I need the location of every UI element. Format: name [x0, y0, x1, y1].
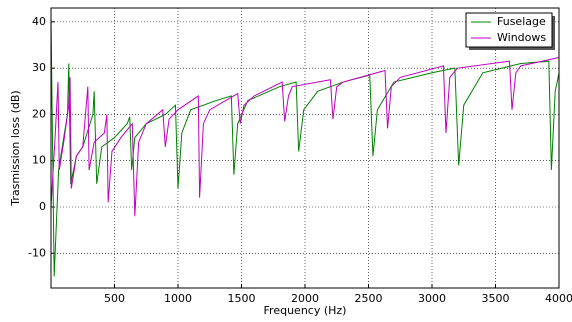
- x-tick-label: 2500: [355, 292, 383, 305]
- x-tick-label: 2000: [291, 292, 319, 305]
- y-tick-label: 10: [32, 154, 46, 167]
- x-tick-label: 3000: [418, 292, 446, 305]
- x-tick-label: 4000: [545, 292, 572, 305]
- plot-frame: [50, 7, 560, 289]
- x-tick-label: 3500: [482, 292, 510, 305]
- data-line: [51, 57, 559, 217]
- y-axis-label: Trasmission loss (dB): [9, 90, 22, 206]
- legend-label: Windows: [497, 31, 546, 44]
- x-tick-label: 1000: [164, 292, 192, 305]
- y-tick-label: -10: [28, 246, 46, 259]
- y-tick-label: 30: [32, 61, 46, 74]
- y-tick-label: 40: [32, 15, 46, 28]
- legend-label: Fuselage: [497, 15, 546, 28]
- y-tick-label: 20: [32, 107, 46, 120]
- x-tick-label: 1500: [228, 292, 256, 305]
- x-axis-label: Frequency (Hz): [264, 304, 347, 317]
- y-tick-label: 0: [39, 200, 46, 213]
- legend-box: [465, 12, 553, 48]
- x-tick-label: 500: [104, 292, 125, 305]
